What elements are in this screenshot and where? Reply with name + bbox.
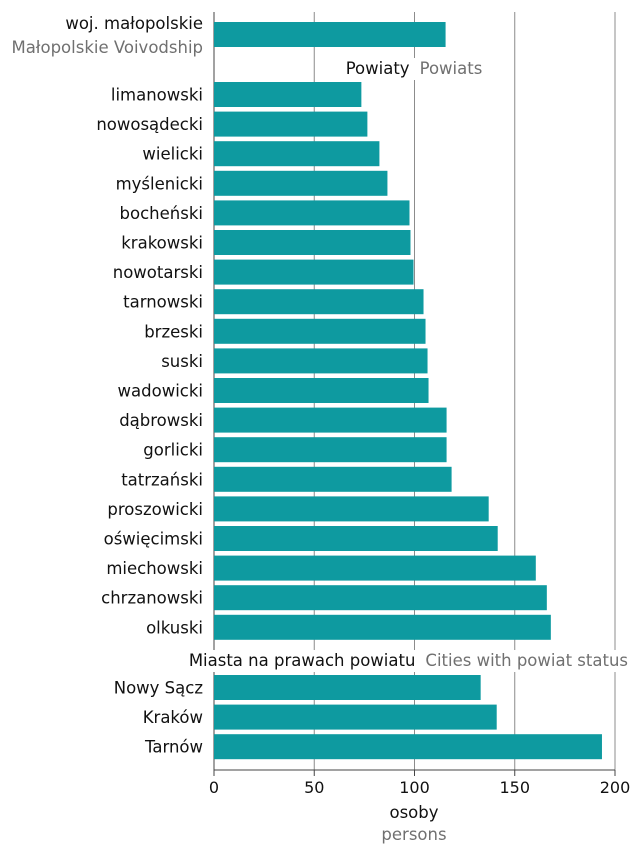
bar-powiat [214,407,447,433]
category-label: bocheński [120,204,203,223]
group-title-background [185,650,631,672]
bar-powiat [214,289,424,315]
region-label: woj. małopolskie [65,14,203,33]
bar-city [214,704,497,730]
x-axis-label-en: persons [381,825,446,844]
category-label: gorlicki [143,441,203,460]
region-bar [214,22,446,47]
bar-powiat [214,555,536,581]
category-labels: limanowski nowosądecki wielicki myślenicki b… [96,86,203,757]
category-label: Nowy Sącz [114,679,203,698]
category-label: wadowicki [118,382,203,401]
bar-powiat [214,230,411,255]
category-label: nowotarski [113,263,203,282]
x-tick-label: 50 [304,778,324,797]
category-label: nowosądecki [96,115,203,134]
bar-city [214,675,481,700]
bar-powiat [214,348,428,374]
group-title-cities-en: Cities with powiat status [425,651,628,670]
category-label: krakowski [121,234,203,253]
category-label: suski [161,352,203,371]
bar-powiat [214,437,447,463]
category-label: chrzanowski [101,589,203,608]
bar-powiat [214,526,498,551]
category-label: oświęcimski [104,530,203,549]
bar-powiat [214,496,489,522]
group-title-powiaty-en: Powiats [420,59,483,78]
bar-powiat [214,614,551,640]
bar-powiat [214,111,368,137]
group-title-cities: Miasta na prawach powiatu [189,651,416,670]
category-label: dąbrowski [119,411,203,430]
category-label: tatrzański [121,470,203,489]
group-title-background [342,58,486,80]
bar-powiat [214,141,380,167]
x-tick-label: 0 [209,778,219,797]
region-label-en: Małopolskie Voivodship [11,38,203,57]
group-title-powiaty: Powiaty [346,59,410,78]
bar-city [214,734,602,760]
category-label: limanowski [111,86,203,105]
category-label: proszowicki [107,500,203,519]
x-axis-label: osoby [389,803,438,822]
bar-powiat [214,170,388,196]
x-tick-label: 200 [600,778,631,797]
bar-powiat [214,378,429,403]
bar-powiat [214,259,414,285]
x-tick-label: 150 [499,778,530,797]
x-tick-label: 100 [399,778,430,797]
category-label: wielicki [142,145,203,164]
category-label: Tarnów [144,738,203,757]
category-label: brzeski [144,322,203,341]
category-label: Kraków [143,708,203,727]
category-label: myślenicki [116,174,203,193]
category-label: olkuski [146,618,203,637]
bar-powiat [214,82,362,107]
bar-powiat [214,318,426,344]
bar-powiat [214,585,547,611]
x-axis-ticks: 0 50 100 150 200 [209,770,630,797]
bars [214,22,602,760]
category-label: miechowski [106,559,203,578]
bar-powiat [214,200,410,226]
bar-powiat [214,466,452,492]
category-label: tarnowski [123,293,203,312]
